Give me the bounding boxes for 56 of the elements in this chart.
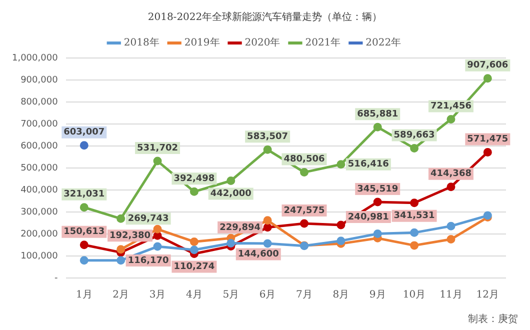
chart-title: 2018-2022年全球新能源汽车销量走势 — [148, 12, 322, 23]
x-tick-label: 7月 — [296, 290, 312, 301]
data-label: 531,702 — [137, 143, 178, 154]
data-label: 110,274 — [174, 262, 215, 272]
x-tick-label: 1月 — [76, 290, 92, 301]
x-tick-label: 11月 — [440, 290, 462, 301]
data-label: 721,456 — [430, 102, 472, 112]
legend-label: 2020年 — [244, 36, 280, 49]
y-tick-label: 200,000 — [20, 229, 58, 240]
data-label: 247,575 — [284, 206, 325, 216]
x-tick-label: 4月 — [186, 290, 202, 301]
x-tick-label: 5月 — [222, 290, 240, 301]
data-label: 150,613 — [64, 227, 105, 238]
data-label: 240,981 — [348, 212, 389, 222]
y-tick-label: 600,000 — [20, 141, 58, 152]
x-tick-label: 8月 — [332, 290, 350, 301]
data-label: 414,368 — [430, 169, 472, 180]
data-label: 269,743 — [128, 214, 169, 224]
text: 制表：庚贺 — [468, 312, 518, 326]
legend-label: 2018年 — [124, 36, 160, 49]
legend-label: 2022年 — [366, 36, 402, 49]
y-tick-label: 500,000 — [20, 163, 58, 174]
chart-subtitle: （单位：辆） — [322, 12, 382, 23]
data-label: 589,663 — [394, 130, 435, 141]
data-label: 907,606 — [467, 60, 508, 71]
data-label: 341,531 — [394, 211, 435, 222]
data-label: 603,007 — [64, 128, 105, 138]
data-label: 480,506 — [284, 154, 325, 165]
x-tick-label: 12月 — [476, 290, 500, 301]
y-tick-label: 800,000 — [20, 97, 58, 108]
x-tick-label: 10月 — [402, 290, 426, 301]
data-label: 583,507 — [247, 132, 288, 142]
y-tick-label: 100,000 — [20, 251, 58, 262]
data-label: 392,498 — [174, 174, 215, 184]
legend-label: 2021年 — [305, 36, 341, 49]
legend-label: 2019年 — [184, 36, 220, 49]
data-label: 345,519 — [357, 184, 398, 194]
y-tick-label: 1,000,000 — [12, 53, 58, 64]
data-label: 229,894 — [220, 222, 261, 233]
y-tick-label: - — [54, 273, 58, 284]
y-tick-label: 700,000 — [20, 119, 58, 130]
x-tick-label: 9月 — [369, 290, 386, 301]
x-tick-label: 3月 — [149, 290, 166, 301]
y-tick-label: 900,000 — [20, 75, 58, 86]
data-label: 516,416 — [348, 160, 389, 170]
y-tick-label: 300,000 — [20, 207, 58, 218]
y-tick-label: 400,000 — [20, 185, 58, 196]
data-label: 116,170 — [128, 256, 169, 266]
data-label: 192,380 — [110, 231, 151, 242]
data-label: 321,031 — [64, 190, 105, 200]
data-label: 685,881 — [357, 109, 398, 120]
data-label: 571,475 — [467, 134, 508, 145]
x-tick-label: 2月 — [112, 290, 130, 301]
data-label: 442,000 — [210, 189, 252, 200]
data-label: 144,600 — [238, 250, 279, 260]
x-tick-label: 6月 — [259, 290, 276, 301]
